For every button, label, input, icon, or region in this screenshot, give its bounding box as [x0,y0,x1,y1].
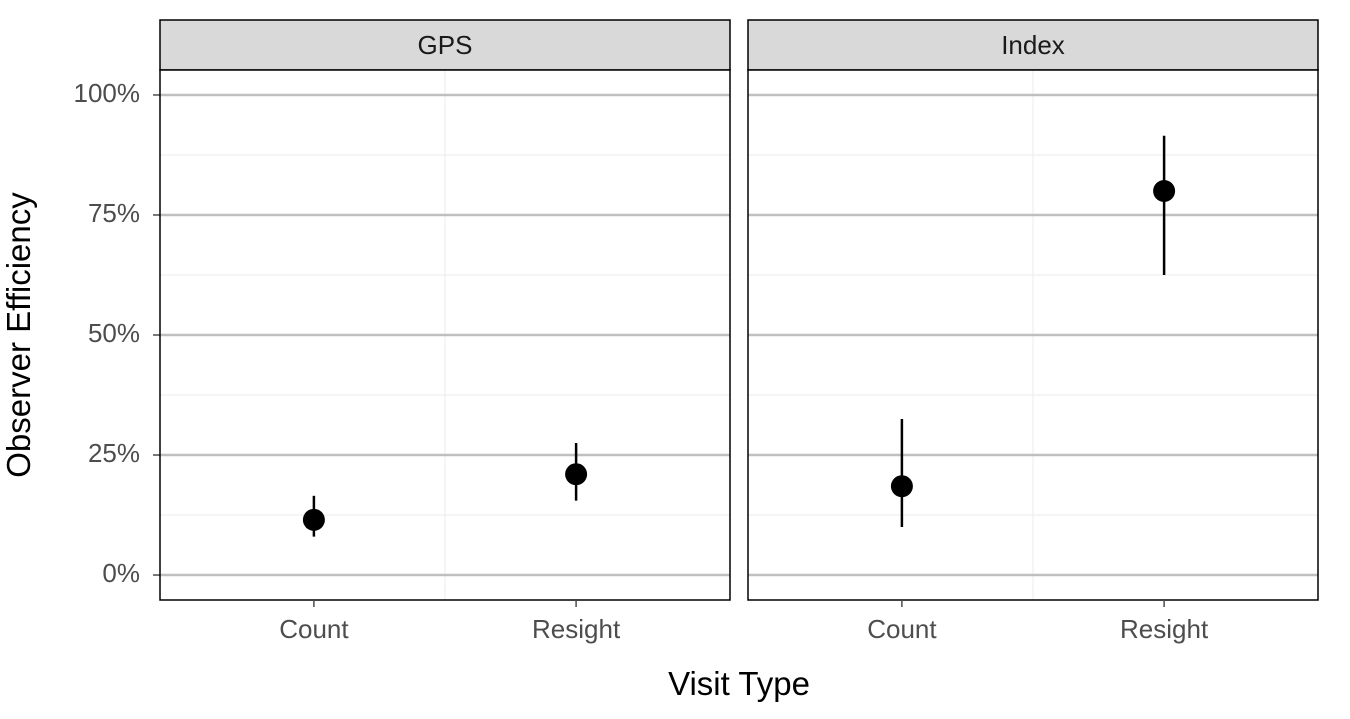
y-tick-label: 50% [88,318,140,348]
chart-container: Observer Efficiency 0% 25% 50% 75% 100% GPS Cou… [0,0,1350,719]
facet-label: GPS [418,30,473,60]
y-axis-title: Observer Efficiency [0,192,37,478]
x-tick-label: Resight [1120,614,1209,644]
data-point [891,475,913,497]
y-tick-label: 25% [88,438,140,468]
y-tick-label: 100% [74,78,141,108]
x-tick-label: Resight [532,614,621,644]
y-tick-label: 0% [102,558,140,588]
x-tick-label: Count [279,614,349,644]
faceted-pointrange-chart: Observer Efficiency 0% 25% 50% 75% 100% GPS Cou… [0,0,1350,719]
data-point [565,463,587,485]
facet-label: Index [1001,30,1065,60]
y-tick-label: 75% [88,198,140,228]
data-point [303,509,325,531]
data-point [1153,180,1175,202]
x-tick-label: Count [867,614,937,644]
x-axis-title: Visit Type [668,665,810,702]
